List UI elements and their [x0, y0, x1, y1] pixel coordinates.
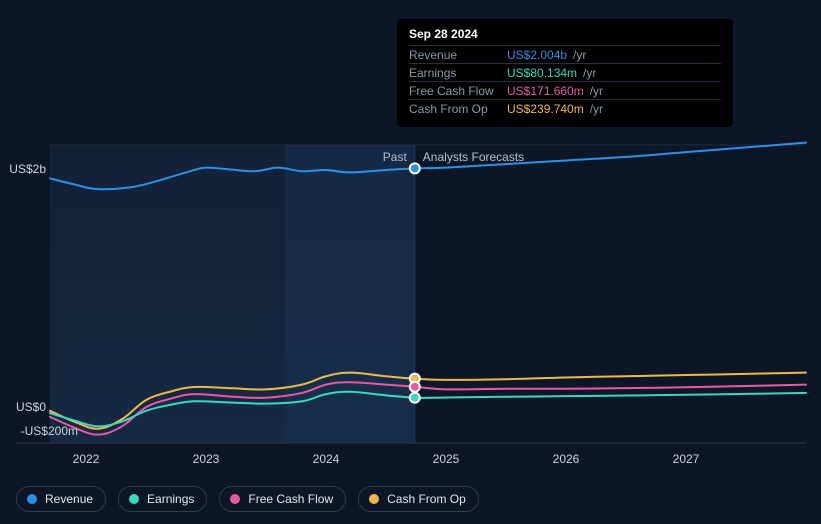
- legend-dot-icon: [27, 494, 37, 504]
- tooltip-row-value: US$171.660m: [507, 84, 584, 98]
- tooltip-row-unit: /yr: [573, 48, 586, 62]
- x-axis-label: 2023: [193, 452, 220, 466]
- tooltip-row: Free Cash Flow US$171.660m/yr: [409, 81, 721, 99]
- tooltip-row-unit: /yr: [590, 84, 603, 98]
- forecast-zone-label: Analysts Forecasts: [423, 150, 524, 164]
- legend-label: Revenue: [45, 492, 93, 506]
- tooltip-date: Sep 28 2024: [409, 27, 721, 45]
- tooltip-row-unit: /yr: [583, 66, 596, 80]
- tooltip-row-label: Revenue: [409, 48, 501, 62]
- legend-item-earnings[interactable]: Earnings: [118, 486, 207, 512]
- legend-dot-icon: [369, 494, 379, 504]
- y-axis-label: -US$200m: [0, 424, 78, 438]
- x-axis-label: 2026: [553, 452, 580, 466]
- x-axis-label: 2027: [673, 452, 700, 466]
- x-axis-label: 2024: [313, 452, 340, 466]
- legend-item-free-cash-flow[interactable]: Free Cash Flow: [219, 486, 346, 512]
- legend-dot-icon: [230, 494, 240, 504]
- past-zone-label: Past: [383, 150, 407, 164]
- legend-item-cash-from-op[interactable]: Cash From Op: [358, 486, 479, 512]
- tooltip-row-value: US$80.134m: [507, 66, 577, 80]
- y-axis-label: US$0: [0, 400, 46, 414]
- x-axis-label: 2025: [433, 452, 460, 466]
- tooltip-row-label: Earnings: [409, 66, 501, 80]
- legend-label: Cash From Op: [387, 492, 466, 506]
- tooltip-row: Earnings US$80.134m/yr: [409, 63, 721, 81]
- tooltip-row-unit: /yr: [590, 102, 603, 116]
- legend-dot-icon: [129, 494, 139, 504]
- legend-item-revenue[interactable]: Revenue: [16, 486, 106, 512]
- tooltip-row: Cash From Op US$239.740m/yr: [409, 99, 721, 117]
- tooltip-row-value: US$239.740m: [507, 102, 584, 116]
- hover-tooltip: Sep 28 2024 Revenue US$2.004b/yr Earnings U…: [397, 19, 733, 127]
- tooltip-row-label: Cash From Op: [409, 102, 501, 116]
- tooltip-row: Revenue US$2.004b/yr: [409, 45, 721, 63]
- tooltip-row-value: US$2.004b: [507, 48, 567, 62]
- x-axis-label: 2022: [73, 452, 100, 466]
- y-axis-label: US$2b: [0, 162, 46, 176]
- chart-legend: Revenue Earnings Free Cash Flow Cash From O…: [16, 486, 479, 512]
- tooltip-row-label: Free Cash Flow: [409, 84, 501, 98]
- legend-label: Free Cash Flow: [248, 492, 333, 506]
- legend-label: Earnings: [147, 492, 194, 506]
